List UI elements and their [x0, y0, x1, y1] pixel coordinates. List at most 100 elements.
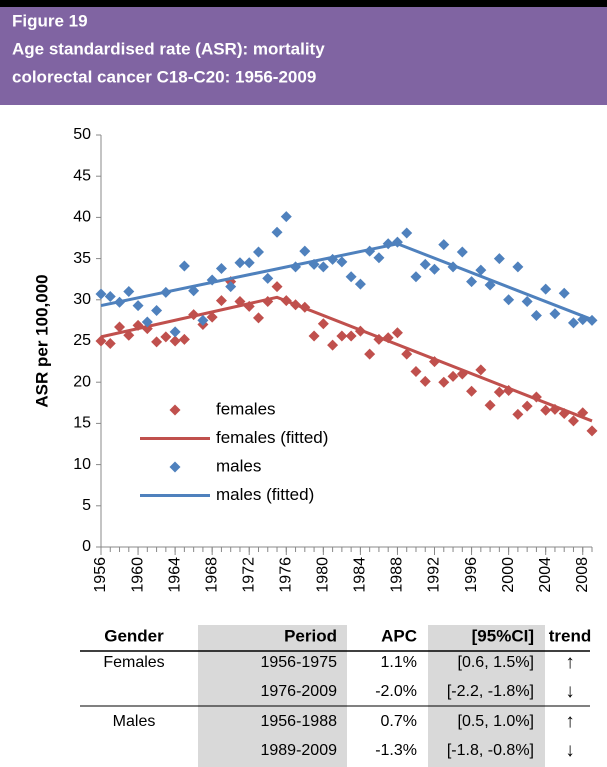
x-tick-label: 1992: [426, 557, 443, 593]
data-point: [466, 276, 478, 288]
data-point: [178, 333, 190, 345]
data-point: [475, 364, 487, 376]
data-point: [475, 264, 487, 276]
x-tick-label: 1968: [203, 557, 220, 593]
data-point: [104, 337, 116, 349]
data-point: [521, 400, 533, 412]
legend-label: females (fitted): [216, 428, 328, 447]
x-tick-label: 1972: [240, 557, 257, 593]
x-tick-label: 1980: [315, 557, 332, 593]
table-cell: [0.6, 1.5%]: [458, 654, 535, 671]
data-point: [151, 336, 163, 348]
data-point: [252, 312, 264, 324]
data-point: [493, 253, 505, 265]
data-point: [336, 330, 348, 342]
y-tick-label: 40: [73, 209, 91, 226]
legend-label: females: [216, 399, 276, 418]
data-point: [169, 335, 181, 347]
data-point: [345, 330, 357, 342]
table-cell: ↓: [565, 681, 575, 702]
data-point: [95, 288, 107, 300]
y-axis-label: ASR per 100,000: [32, 274, 51, 407]
data-point: [493, 386, 505, 398]
data-point: [438, 239, 450, 251]
data-point: [160, 331, 172, 343]
data-point: [484, 399, 496, 411]
table-cell: 1976-2009: [260, 683, 337, 700]
x-tick-label: 1960: [129, 557, 146, 593]
data-point: [373, 252, 385, 264]
x-tick-label: 1956: [92, 557, 109, 593]
table-cell: ↑: [565, 652, 575, 673]
data-point: [549, 308, 561, 320]
column-shade: [428, 625, 545, 767]
table-cell: 1956-1975: [260, 654, 337, 671]
data-point: [151, 305, 163, 317]
table-cell: [-1.8, -0.8%]: [447, 742, 534, 759]
data-point: [104, 291, 116, 303]
data-point: [530, 309, 542, 321]
data-point: [354, 278, 366, 290]
data-point: [243, 257, 255, 269]
data-point: [271, 226, 283, 238]
data-point: [540, 404, 552, 416]
data-point: [410, 365, 422, 377]
title-line: colorectal cancer C18-C20: 1956-2009: [12, 67, 316, 86]
data-point: [364, 348, 376, 360]
y-tick-label: 45: [73, 167, 91, 184]
y-tick-label: 30: [73, 291, 91, 308]
data-point: [178, 260, 190, 272]
x-tick-label: 1988: [389, 557, 406, 593]
table-cell: -1.3%: [375, 742, 417, 759]
data-point: [336, 256, 348, 268]
data-point: [466, 385, 478, 397]
data-point: [215, 295, 227, 307]
data-point: [299, 245, 311, 257]
table-header: [95%CI]: [472, 626, 534, 645]
data-point: [540, 283, 552, 295]
y-tick-label: 15: [73, 415, 91, 432]
table-cell: ↓: [565, 740, 575, 761]
data-point: [401, 348, 413, 360]
y-tick-label: 10: [73, 456, 91, 473]
data-point: [327, 339, 339, 351]
x-tick-label: 1976: [278, 557, 295, 593]
x-tick-label: 2004: [537, 557, 554, 593]
data-point: [197, 314, 209, 326]
table-cell: 1989-2009: [260, 742, 337, 759]
table-header: trend: [549, 626, 592, 645]
data-point: [567, 415, 579, 427]
table-cell: ↑: [565, 711, 575, 732]
data-point: [215, 262, 227, 274]
data-point: [512, 408, 524, 420]
x-tick-label: 2000: [500, 557, 517, 593]
y-tick-label: 25: [73, 332, 91, 349]
data-point: [558, 287, 570, 299]
legend-marker: [169, 404, 181, 416]
data-point: [410, 271, 422, 283]
data-point: [132, 300, 144, 312]
table-cell: 1.1%: [381, 654, 417, 671]
data-point: [429, 263, 441, 275]
table-cell: -2.0%: [375, 683, 417, 700]
legend-label: males (fitted): [216, 485, 314, 504]
y-tick-label: 0: [82, 538, 91, 555]
legend-label: males: [216, 456, 261, 475]
column-shade: [198, 625, 347, 767]
x-tick-label: 1984: [352, 557, 369, 593]
data-point: [169, 326, 181, 338]
x-tick-label: 1964: [166, 557, 183, 593]
x-tick-label: 1996: [463, 557, 480, 593]
table-cell: Females: [103, 654, 164, 671]
data-point: [317, 318, 329, 330]
data-point: [225, 281, 237, 293]
data-point: [271, 281, 283, 293]
data-point: [95, 335, 107, 347]
data-point: [317, 261, 329, 273]
table-header: APC: [381, 626, 417, 645]
y-tick-label: 50: [73, 126, 91, 143]
data-point: [438, 376, 450, 388]
data-point: [114, 321, 126, 333]
table-cell: [0.5, 1.0%]: [458, 713, 535, 730]
